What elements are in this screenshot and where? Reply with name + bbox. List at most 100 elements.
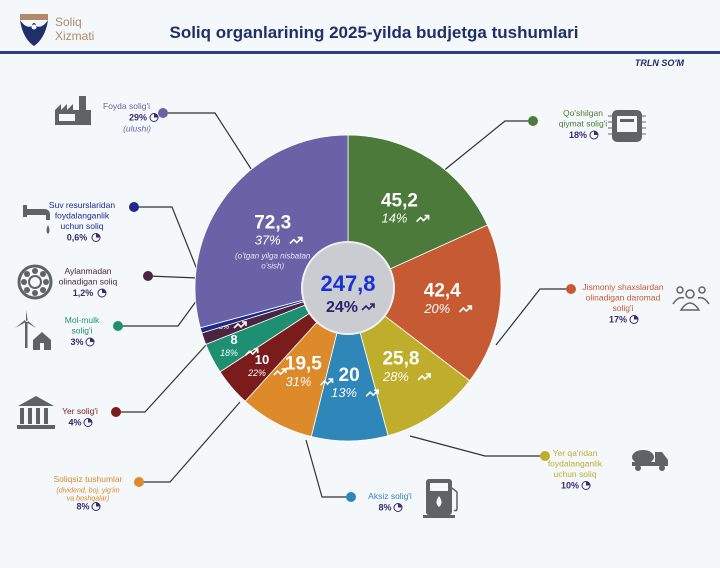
callout-foyda: Foyda solig'i 29%(ulushi) bbox=[103, 101, 168, 134]
callout-dot bbox=[111, 407, 121, 417]
callout-name: Soliqsiz tushumlar bbox=[54, 474, 123, 484]
pie-share-icon bbox=[91, 233, 101, 242]
total-value: 247,8 bbox=[320, 271, 375, 296]
trend-up-icon bbox=[415, 215, 430, 223]
slice-growth: 31% bbox=[285, 374, 311, 389]
callout-name: solig'i bbox=[72, 326, 93, 336]
slice-label-yerqaridan: 25,828% bbox=[382, 349, 431, 384]
callout-name: olinadigan soliq bbox=[59, 277, 118, 287]
callout-dot bbox=[134, 477, 144, 487]
callout-name: va boshqalar) bbox=[67, 496, 109, 503]
share-note: (ulushi) bbox=[123, 124, 151, 134]
pie-share-icon bbox=[589, 130, 599, 140]
header-rule bbox=[0, 51, 720, 54]
trend-up-icon bbox=[289, 237, 303, 245]
growth-note-line-1: (o'tgan yilga nisbatan bbox=[235, 251, 311, 260]
callout-dot bbox=[143, 271, 153, 281]
callout-name: foydalanganlik bbox=[55, 211, 110, 221]
slice-label-qqs: 45,214% bbox=[381, 190, 430, 226]
callout-name: Aylanmadan bbox=[64, 266, 111, 276]
slice-growth: 14% bbox=[382, 211, 408, 226]
slice-growth: 22% bbox=[247, 368, 266, 378]
slice-value: 10 bbox=[255, 352, 269, 367]
wind-turbine-house-icon bbox=[15, 310, 51, 350]
slice-growth: 28% bbox=[382, 369, 409, 384]
trend-up-icon bbox=[245, 348, 259, 356]
concrete-mixer-truck-icon bbox=[632, 450, 668, 471]
callout-soliqsiz: Soliqsiz tushumlar (dividend, boj, yig'im… bbox=[54, 474, 144, 512]
callout-name: Suv resurslaridan bbox=[49, 200, 115, 210]
callout-dot bbox=[540, 451, 550, 461]
slice-growth: 37% bbox=[255, 233, 281, 248]
growth-note-line-2: o'sish) bbox=[261, 261, 284, 270]
callout-name: qiymat solig'i bbox=[559, 119, 608, 129]
slice-value: 25,8 bbox=[382, 349, 419, 370]
slice-value: 8 bbox=[230, 332, 237, 347]
trend-up-icon bbox=[273, 368, 287, 376]
trend-up-icon bbox=[417, 373, 431, 381]
microchip-icon bbox=[608, 110, 646, 142]
callout-share: 18% bbox=[569, 130, 587, 140]
callout-share: 8% bbox=[378, 503, 391, 513]
callout-name: uchun soliq bbox=[553, 469, 596, 479]
slice-value: 42,4 bbox=[424, 281, 461, 302]
logo-text-2: Xizmati bbox=[55, 29, 94, 43]
bank-building-icon bbox=[17, 396, 55, 429]
callout-dot bbox=[158, 108, 168, 118]
people-icon bbox=[672, 286, 710, 311]
callout-dot bbox=[528, 116, 538, 126]
slice-growth: 20% bbox=[423, 301, 450, 316]
callout-aksiz: Aksiz solig'i 8% bbox=[346, 491, 412, 513]
slice-label-soliqsiz: 19,531% bbox=[285, 354, 334, 389]
slice-growth: 8% bbox=[219, 324, 229, 331]
logo-text-1: Soliq bbox=[55, 15, 82, 29]
factory-icon bbox=[55, 96, 91, 125]
callout-dot bbox=[346, 492, 356, 502]
callout-share: 4% bbox=[68, 418, 81, 428]
callout-dot bbox=[113, 321, 123, 331]
trend-up-icon bbox=[365, 389, 379, 397]
slice-growth: 18% bbox=[220, 348, 238, 358]
pie-share-icon bbox=[97, 288, 107, 298]
callout-share: 29% bbox=[129, 113, 147, 123]
pie-chart: 45,214%42,420%25,828%2013%19,531%1022%81… bbox=[194, 134, 502, 442]
slice-label-molmulk: 818% bbox=[220, 332, 259, 358]
callout-name: Yer qa'ridan bbox=[553, 448, 598, 458]
total-growth: 24% bbox=[326, 299, 358, 316]
pie-slice-jismoniy bbox=[347, 224, 502, 382]
trend-up-icon bbox=[361, 303, 375, 311]
logo bbox=[20, 14, 48, 46]
slice-value: 45,2 bbox=[381, 190, 418, 211]
pie-slice-qqs bbox=[347, 134, 488, 289]
callout-name: olinadigan daromad bbox=[586, 293, 661, 303]
pie-share-icon bbox=[393, 503, 403, 512]
callout-share: 1,2% bbox=[73, 288, 94, 298]
pie-share-icon bbox=[629, 315, 639, 324]
slice-growth: 13% bbox=[331, 385, 357, 400]
callout-name: Foyda solig'i bbox=[103, 101, 150, 111]
unit-label: TRLN SO'M bbox=[635, 58, 685, 68]
trend-up-icon bbox=[319, 378, 334, 386]
callout-share: 0,6% bbox=[67, 233, 88, 243]
callout-share: 10% bbox=[561, 481, 579, 491]
callout-yer: Yer solig'i 4% bbox=[62, 406, 121, 428]
callout-name: (dividend, boj, yig'im bbox=[56, 488, 119, 495]
callout-name: solig'i bbox=[613, 303, 634, 313]
leader-lines bbox=[116, 112, 571, 498]
callout-name: Jismoniy shaxslardan bbox=[582, 282, 664, 292]
callout-name: foydalanganlik bbox=[548, 459, 603, 469]
callout-dot bbox=[129, 202, 139, 212]
callout-share: 8% bbox=[76, 502, 89, 512]
callout-name: Qo'shilgan bbox=[563, 108, 603, 118]
pie-share-icon bbox=[149, 113, 159, 122]
callout-name: Aksiz solig'i bbox=[368, 491, 412, 501]
bearing-icon bbox=[17, 264, 53, 300]
fuel-pump-icon bbox=[423, 479, 458, 518]
